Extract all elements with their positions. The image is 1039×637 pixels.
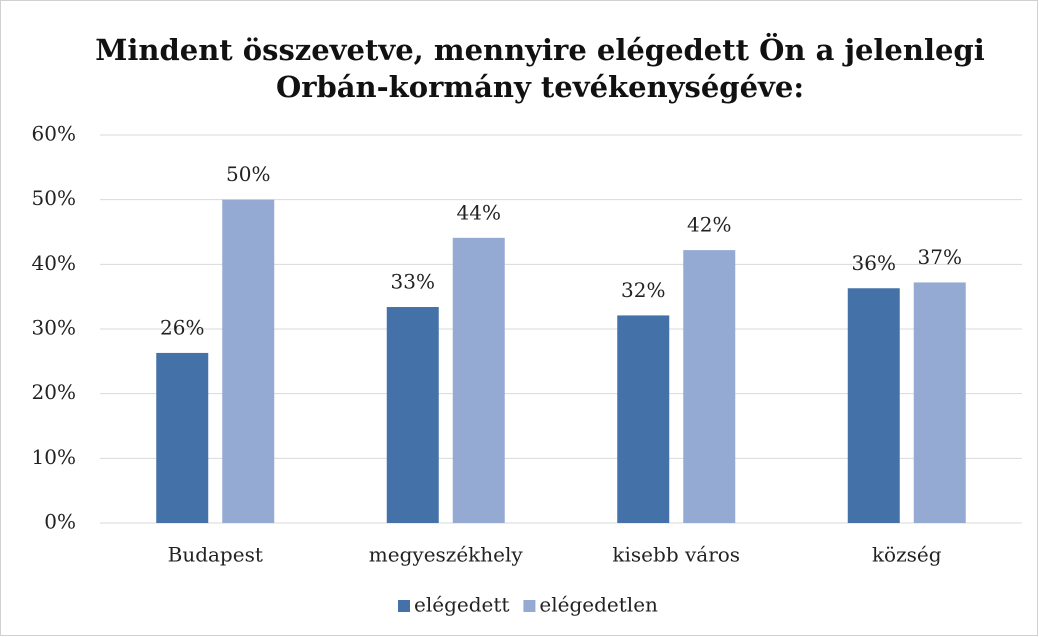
bar	[617, 315, 670, 523]
data-label: 33%	[391, 270, 435, 294]
bar	[222, 199, 275, 523]
bar	[386, 307, 439, 523]
y-tick-label: 30%	[32, 316, 76, 340]
bar	[452, 237, 505, 523]
y-tick-label: 40%	[32, 251, 76, 275]
bar	[683, 250, 736, 523]
bar	[913, 282, 966, 523]
x-tick-label: kisebb város	[612, 543, 740, 567]
legend-swatch	[398, 600, 410, 612]
y-tick-label: 10%	[32, 445, 76, 469]
legend-label: elégedetlen	[539, 593, 658, 617]
data-label: 50%	[226, 162, 270, 186]
data-label: 44%	[457, 200, 501, 224]
data-label: 37%	[918, 245, 962, 269]
y-tick-label: 50%	[32, 186, 76, 210]
y-tick-label: 60%	[32, 122, 76, 146]
y-tick-label: 0%	[44, 510, 76, 534]
chart-title: Mindent összevetve, mennyire elégedett Ö…	[95, 31, 984, 67]
legend-label: elégedett	[414, 593, 509, 617]
data-label: 32%	[621, 278, 665, 302]
data-label: 36%	[852, 251, 896, 275]
legend-swatch	[523, 600, 536, 612]
x-tick-label: megyeszékhely	[369, 543, 524, 567]
x-tick-label: Budapest	[168, 543, 263, 567]
data-label: 42%	[687, 213, 731, 237]
data-label: 26%	[160, 315, 204, 339]
bar	[847, 288, 900, 523]
chart-title: Orbán-kormány tevékenységéve:	[276, 70, 804, 104]
x-tick-label: község	[872, 543, 942, 567]
y-tick-label: 20%	[32, 380, 76, 404]
bar	[156, 352, 209, 523]
